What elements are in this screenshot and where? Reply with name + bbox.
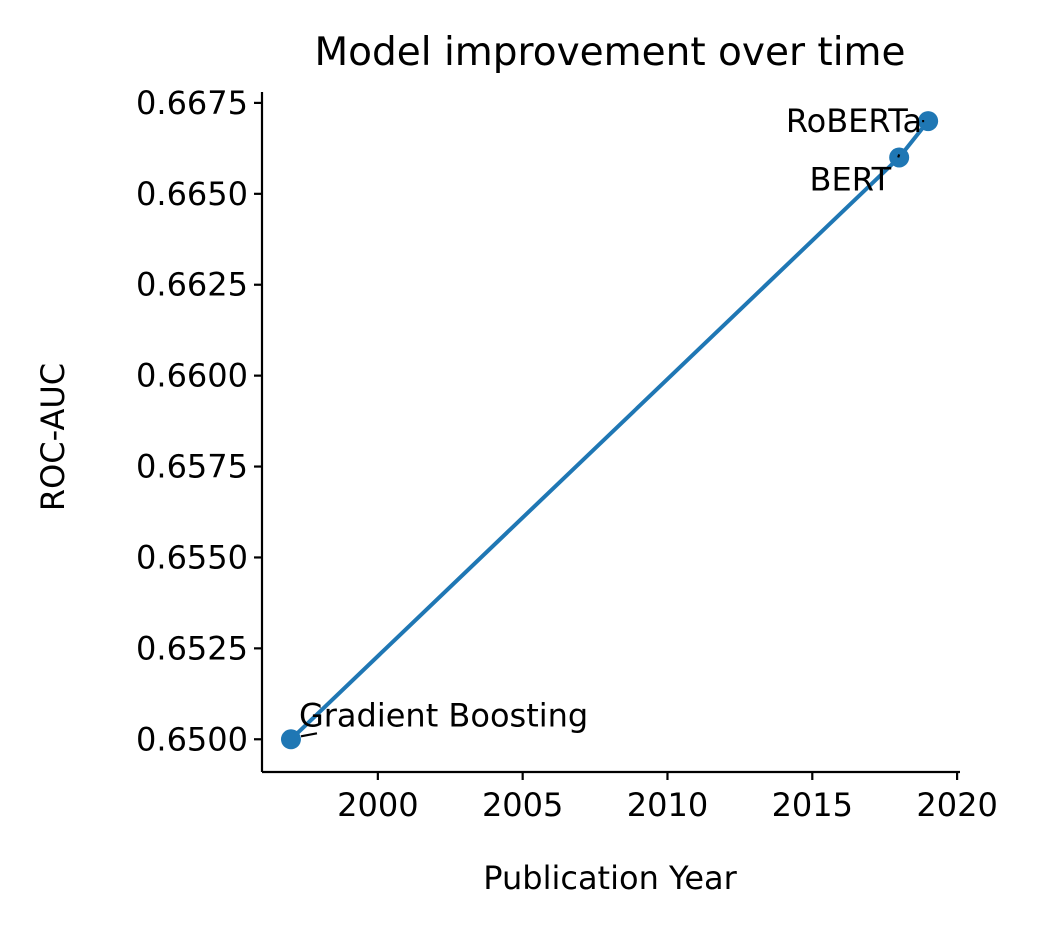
x-tick-label: 2015 <box>772 786 853 824</box>
chart-title: Model improvement over time <box>314 30 905 75</box>
series-layer <box>280 111 939 750</box>
y-tick-label: 0.6650 <box>136 175 248 213</box>
y-tick-label: 0.6600 <box>136 357 248 395</box>
x-tick-label: 2000 <box>337 786 418 824</box>
y-axis-title: ROC-AUC <box>34 363 72 511</box>
y-tick-label: 0.6500 <box>136 720 248 758</box>
point-labels: Gradient Boosting BERT RoBERTa <box>299 102 925 738</box>
x-axis-title: Publication Year <box>483 859 737 897</box>
annotation-leader <box>897 154 901 158</box>
data-point <box>918 111 939 132</box>
y-tick-label: 0.6675 <box>136 84 248 122</box>
y-tick-label: 0.6625 <box>136 266 248 304</box>
y-tick-label: 0.6525 <box>136 629 248 667</box>
y-tick-label: 0.6575 <box>136 448 248 486</box>
axes: 2000 2005 2010 2015 2020 0.6500 0.6525 0.6550 0.… <box>136 84 998 824</box>
series-line <box>289 119 930 741</box>
x-tick-label: 2020 <box>916 786 997 824</box>
annotation-leader <box>300 732 318 738</box>
point-label: RoBERTa <box>786 102 922 140</box>
point-label: Gradient Boosting <box>299 696 588 734</box>
y-tick-label: 0.6550 <box>136 538 248 576</box>
data-point <box>280 729 301 750</box>
point-label: BERT <box>810 160 892 198</box>
x-tick-label: 2005 <box>482 786 563 824</box>
x-tick-label: 2010 <box>627 786 708 824</box>
